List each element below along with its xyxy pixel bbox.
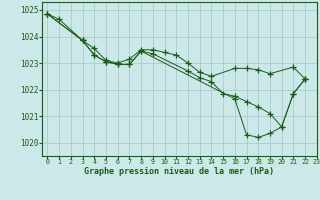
X-axis label: Graphe pression niveau de la mer (hPa): Graphe pression niveau de la mer (hPa) (84, 167, 274, 176)
